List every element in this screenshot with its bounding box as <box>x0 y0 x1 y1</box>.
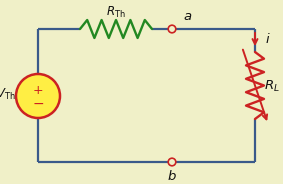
Text: $i$: $i$ <box>265 32 271 46</box>
Text: $V_{\mathrm{Th}}$: $V_{\mathrm{Th}}$ <box>0 86 16 102</box>
Text: $+$: $+$ <box>32 84 44 97</box>
Text: $R_{\mathrm{Th}}$: $R_{\mathrm{Th}}$ <box>106 4 126 20</box>
Circle shape <box>168 158 176 166</box>
Circle shape <box>168 25 176 33</box>
Text: $b$: $b$ <box>167 169 177 183</box>
Text: $-$: $-$ <box>32 95 44 109</box>
Text: $a$: $a$ <box>183 10 193 24</box>
Circle shape <box>16 74 60 118</box>
Text: $R_L$: $R_L$ <box>264 78 280 93</box>
